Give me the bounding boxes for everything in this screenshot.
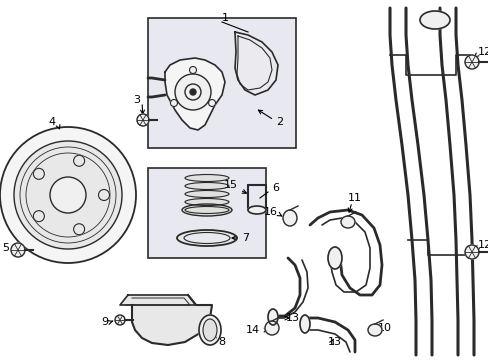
Polygon shape (164, 58, 224, 130)
Text: 13: 13 (285, 313, 299, 323)
Circle shape (74, 155, 84, 166)
Circle shape (464, 245, 478, 259)
Ellipse shape (264, 321, 279, 335)
Circle shape (33, 168, 44, 179)
Text: 14: 14 (245, 325, 260, 335)
Ellipse shape (203, 319, 217, 341)
Text: 2: 2 (275, 117, 283, 127)
Text: 4: 4 (48, 117, 56, 127)
Text: 12: 12 (477, 240, 488, 250)
Text: 8: 8 (218, 337, 224, 347)
Ellipse shape (299, 315, 309, 333)
Ellipse shape (183, 233, 229, 243)
Text: 13: 13 (327, 337, 341, 347)
Circle shape (50, 177, 86, 213)
Text: 12: 12 (477, 47, 488, 57)
Ellipse shape (184, 183, 228, 189)
Ellipse shape (182, 204, 231, 216)
Text: 10: 10 (377, 323, 391, 333)
Text: 1: 1 (222, 13, 228, 23)
Text: 5: 5 (2, 243, 9, 253)
Text: 9: 9 (101, 317, 108, 327)
Ellipse shape (184, 175, 228, 181)
Polygon shape (120, 295, 196, 305)
Ellipse shape (419, 11, 449, 29)
Circle shape (175, 74, 210, 110)
Polygon shape (132, 295, 212, 345)
Circle shape (33, 211, 44, 222)
Circle shape (137, 114, 149, 126)
Ellipse shape (247, 206, 265, 214)
Text: 15: 15 (224, 180, 238, 190)
Text: 3: 3 (133, 95, 140, 105)
Circle shape (115, 315, 125, 325)
Polygon shape (235, 32, 278, 95)
Circle shape (14, 141, 122, 249)
Ellipse shape (184, 190, 228, 198)
Circle shape (464, 55, 478, 69)
Circle shape (98, 189, 109, 201)
Ellipse shape (283, 210, 296, 226)
Circle shape (74, 224, 84, 235)
Ellipse shape (367, 324, 381, 336)
Circle shape (208, 99, 215, 107)
Text: 16: 16 (264, 207, 278, 217)
Circle shape (189, 67, 196, 73)
Ellipse shape (267, 309, 278, 325)
Circle shape (170, 99, 177, 107)
Ellipse shape (199, 315, 221, 345)
Ellipse shape (184, 207, 228, 213)
Text: 7: 7 (242, 233, 248, 243)
Ellipse shape (177, 230, 237, 246)
Ellipse shape (327, 247, 341, 269)
Ellipse shape (340, 216, 354, 228)
FancyBboxPatch shape (148, 168, 265, 258)
Text: 6: 6 (271, 183, 279, 193)
FancyBboxPatch shape (148, 18, 295, 148)
Circle shape (0, 127, 136, 263)
Text: 11: 11 (347, 193, 361, 203)
Circle shape (11, 243, 25, 257)
Ellipse shape (184, 198, 228, 206)
Circle shape (190, 89, 196, 95)
